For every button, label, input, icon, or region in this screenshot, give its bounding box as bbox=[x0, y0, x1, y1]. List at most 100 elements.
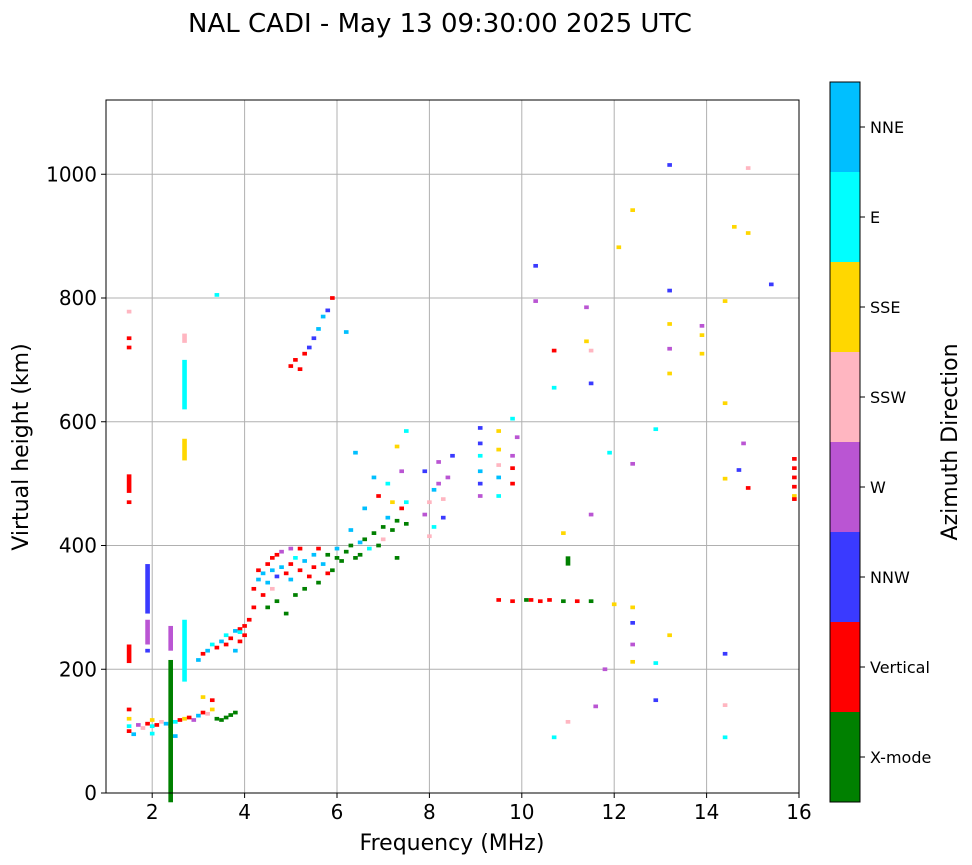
data-point-vertical bbox=[293, 358, 298, 362]
data-point-vertical bbox=[288, 562, 294, 566]
data-point-vertical bbox=[528, 598, 534, 602]
data-point-vertical bbox=[510, 466, 515, 471]
data-point-nne bbox=[205, 648, 210, 653]
data-point-x-mode bbox=[371, 531, 377, 535]
colorbar-tick-label: NNW bbox=[870, 568, 910, 587]
data-point-vertical bbox=[302, 351, 307, 356]
data-point-w bbox=[145, 619, 150, 645]
data-point-w bbox=[741, 441, 746, 446]
data-point-nnw bbox=[440, 515, 446, 520]
y-tick-label: 0 bbox=[84, 781, 97, 805]
data-point-x-mode bbox=[316, 580, 321, 585]
data-point-w bbox=[445, 475, 451, 480]
data-point-w bbox=[399, 469, 404, 474]
colorbar: X-mode Vertical NNW W SSW SSE E NNE bbox=[829, 81, 931, 803]
grid-lines bbox=[106, 100, 800, 794]
colorbar-tick-label: SSE bbox=[870, 298, 900, 317]
data-point-nne bbox=[172, 734, 178, 738]
data-point-vertical bbox=[237, 627, 243, 631]
data-point-nnw bbox=[768, 282, 774, 287]
data-point-nnw bbox=[477, 481, 483, 486]
data-point-vertical bbox=[126, 474, 132, 493]
data-point-e bbox=[477, 453, 483, 458]
data-point-ssw bbox=[722, 703, 728, 707]
data-point-sse bbox=[732, 224, 737, 229]
data-point-sse bbox=[496, 429, 502, 433]
data-point-nne bbox=[385, 515, 391, 520]
colorbar-tick-label: Vertical bbox=[870, 658, 930, 677]
data-point-vertical bbox=[126, 707, 132, 712]
data-point-ssw bbox=[745, 166, 751, 170]
colorbar-tick-label: NNE bbox=[870, 118, 904, 137]
data-point-e bbox=[214, 293, 220, 297]
data-point-sse bbox=[496, 447, 502, 452]
data-point-nnw bbox=[450, 453, 455, 458]
data-point-x-mode bbox=[214, 716, 220, 721]
data-point-e bbox=[149, 724, 155, 729]
data-point-nnw bbox=[588, 381, 594, 386]
data-point-x-mode bbox=[376, 543, 381, 548]
data-point-w bbox=[279, 549, 284, 554]
data-point-nne bbox=[353, 450, 358, 455]
data-point-nnw bbox=[667, 163, 672, 167]
data-point-sse bbox=[667, 322, 672, 326]
data-point-vertical bbox=[297, 367, 303, 372]
data-point-vertical bbox=[316, 546, 321, 551]
data-point-nnw bbox=[533, 263, 538, 268]
data-point-ssw bbox=[380, 537, 386, 542]
data-point-nne bbox=[233, 648, 238, 653]
data-point-vertical bbox=[792, 466, 797, 471]
data-point-vertical bbox=[246, 617, 252, 622]
data-point-e bbox=[149, 731, 155, 736]
data-point-vertical bbox=[306, 574, 312, 579]
data-point-vertical bbox=[251, 605, 257, 610]
data-point-e bbox=[607, 450, 612, 455]
data-point-w bbox=[514, 435, 520, 440]
data-point-e bbox=[722, 735, 728, 740]
data-point-e bbox=[293, 556, 298, 560]
data-point-nne bbox=[196, 658, 201, 662]
data-point-x-mode bbox=[168, 659, 173, 803]
x-axis-label: Frequency (MHz) bbox=[360, 831, 545, 856]
data-point-sse bbox=[722, 476, 728, 481]
data-point-sse bbox=[611, 602, 617, 607]
data-point-sse bbox=[722, 299, 728, 303]
colorbar-segment bbox=[830, 442, 860, 532]
data-point-vertical bbox=[297, 546, 303, 551]
data-point-sse bbox=[390, 500, 395, 505]
colorbar-segment bbox=[830, 262, 860, 352]
data-point-e bbox=[126, 724, 132, 729]
data-point-e bbox=[385, 481, 391, 486]
data-point-x-mode bbox=[353, 556, 358, 560]
data-point-e bbox=[403, 429, 409, 433]
colorbar-tick-label: SSW bbox=[870, 388, 906, 407]
data-point-w bbox=[533, 299, 538, 303]
data-point-vertical bbox=[154, 723, 160, 727]
data-point-nne bbox=[302, 559, 307, 563]
data-point-w bbox=[288, 546, 294, 551]
data-point-vertical bbox=[126, 729, 132, 733]
data-point-ssw bbox=[140, 726, 146, 730]
data-point-vertical bbox=[228, 636, 234, 641]
data-point-vertical bbox=[270, 556, 275, 560]
data-point-vertical bbox=[325, 571, 331, 576]
data-point-x-mode bbox=[339, 559, 344, 563]
data-point-w bbox=[136, 723, 141, 727]
data-point-vertical bbox=[251, 586, 257, 591]
data-point-x-mode bbox=[283, 611, 289, 616]
data-point-vertical bbox=[510, 481, 515, 486]
data-point-w bbox=[602, 667, 608, 672]
data-point-e bbox=[237, 630, 243, 634]
colorbar-label: Azimuth Direction bbox=[938, 343, 963, 540]
colorbar-segment bbox=[830, 532, 860, 622]
data-point-x-mode bbox=[561, 599, 566, 604]
data-point-x-mode bbox=[228, 713, 234, 717]
data-point-sse bbox=[792, 494, 797, 498]
data-point-vertical bbox=[126, 644, 132, 664]
data-point-e bbox=[431, 525, 437, 529]
data-point-sse bbox=[149, 718, 155, 722]
data-point-w bbox=[422, 512, 428, 517]
data-points bbox=[126, 163, 797, 803]
x-tick-label: 10 bbox=[509, 800, 534, 824]
data-point-nne bbox=[270, 568, 275, 573]
